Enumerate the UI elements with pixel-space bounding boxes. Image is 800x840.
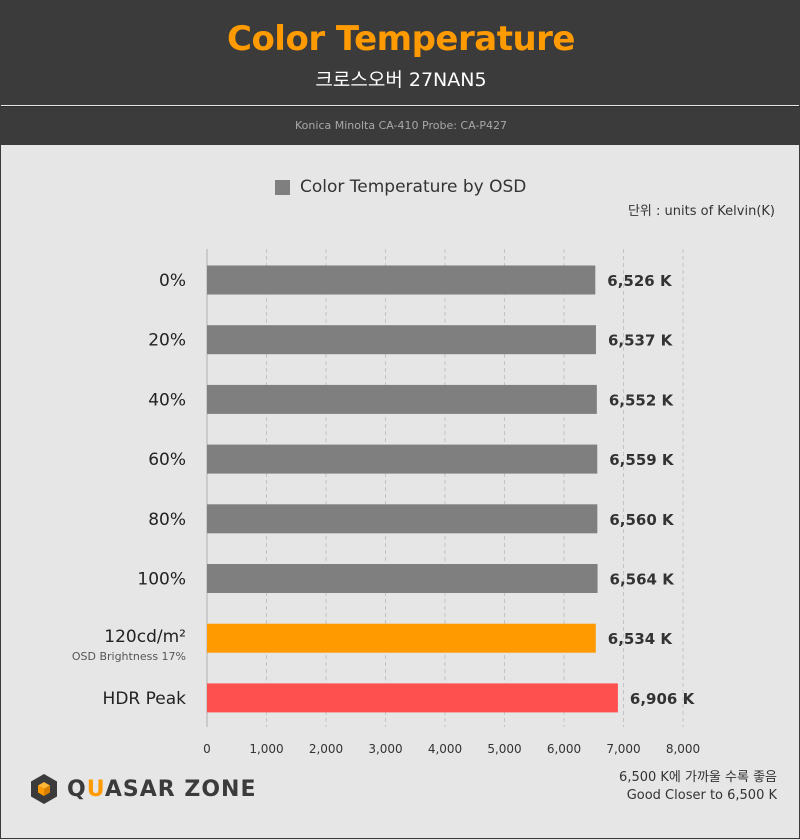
header-bar: Color Temperature 크로스오버 27NAN5 (1, 1, 800, 105)
x-tick-label: 3,000 (368, 742, 402, 756)
logo-text: QUASAR ZONE (67, 777, 256, 802)
bar (207, 265, 596, 295)
logo: QUASAR ZONE (29, 773, 256, 805)
logo-text-accent: U (86, 776, 105, 802)
bar (207, 623, 596, 653)
value-label: 6,537 K (608, 332, 674, 350)
logo-text-part1: Q (67, 776, 87, 802)
x-tick-label: 5,000 (487, 742, 521, 756)
bar (207, 683, 618, 713)
category-sublabel: OSD Brightness 17% (72, 650, 186, 663)
unit-label: 단위 : units of Kelvin(K) (627, 204, 775, 219)
category-label: 40% (148, 390, 186, 410)
x-tick-label: 6,000 (547, 742, 581, 756)
value-label: 6,560 K (609, 511, 675, 529)
probe-label: Konica Minolta CA-410 Probe: CA-P427 (295, 119, 507, 132)
category-label: 0% (159, 271, 186, 291)
value-label: 6,564 K (610, 571, 676, 589)
category-label: 60% (148, 450, 186, 470)
bar (207, 504, 598, 534)
value-label: 6,534 K (608, 630, 674, 648)
category-label: 80% (148, 510, 186, 530)
chart-title: Color Temperature (227, 19, 576, 59)
bar (207, 325, 596, 355)
legend-label: Color Temperature by OSD (300, 177, 527, 197)
bar (207, 384, 597, 414)
probe-bar: Konica Minolta CA-410 Probe: CA-P427 (1, 106, 800, 145)
chart-subtitle: 크로스오버 27NAN5 (315, 69, 487, 91)
value-label: 6,526 K (607, 272, 673, 290)
footnote-english: Good Closer to 6,500 K (626, 788, 777, 803)
x-tick-label: 4,000 (428, 742, 462, 756)
x-tick-label: 8,000 (666, 742, 700, 756)
category-label: 120cd/m² (104, 627, 186, 647)
quasarzone-cube-icon (31, 774, 57, 804)
value-label: 6,906 K (630, 690, 696, 708)
x-tick-label: 1,000 (249, 742, 283, 756)
category-label: HDR Peak (103, 689, 187, 709)
category-label: 100% (137, 570, 186, 590)
logo-text-part2: ASAR ZONE (104, 776, 257, 802)
value-label: 6,552 K (609, 391, 675, 409)
legend: Color Temperature by OSD (275, 177, 526, 197)
footnote: 6,500 K에 가까울 수록 좋음 Good Closer to 6,500 … (619, 769, 777, 805)
footnote-korean: 6,500 K에 가까울 수록 좋음 (619, 770, 777, 785)
category-label: 20% (148, 331, 186, 351)
bar (207, 444, 598, 474)
x-tick-label: 2,000 (309, 742, 343, 756)
x-tick-label: 0 (203, 742, 211, 756)
x-tick-label: 7,000 (606, 742, 640, 756)
legend-swatch (275, 179, 290, 195)
value-label: 6,559 K (609, 451, 675, 469)
bar (207, 564, 598, 593)
